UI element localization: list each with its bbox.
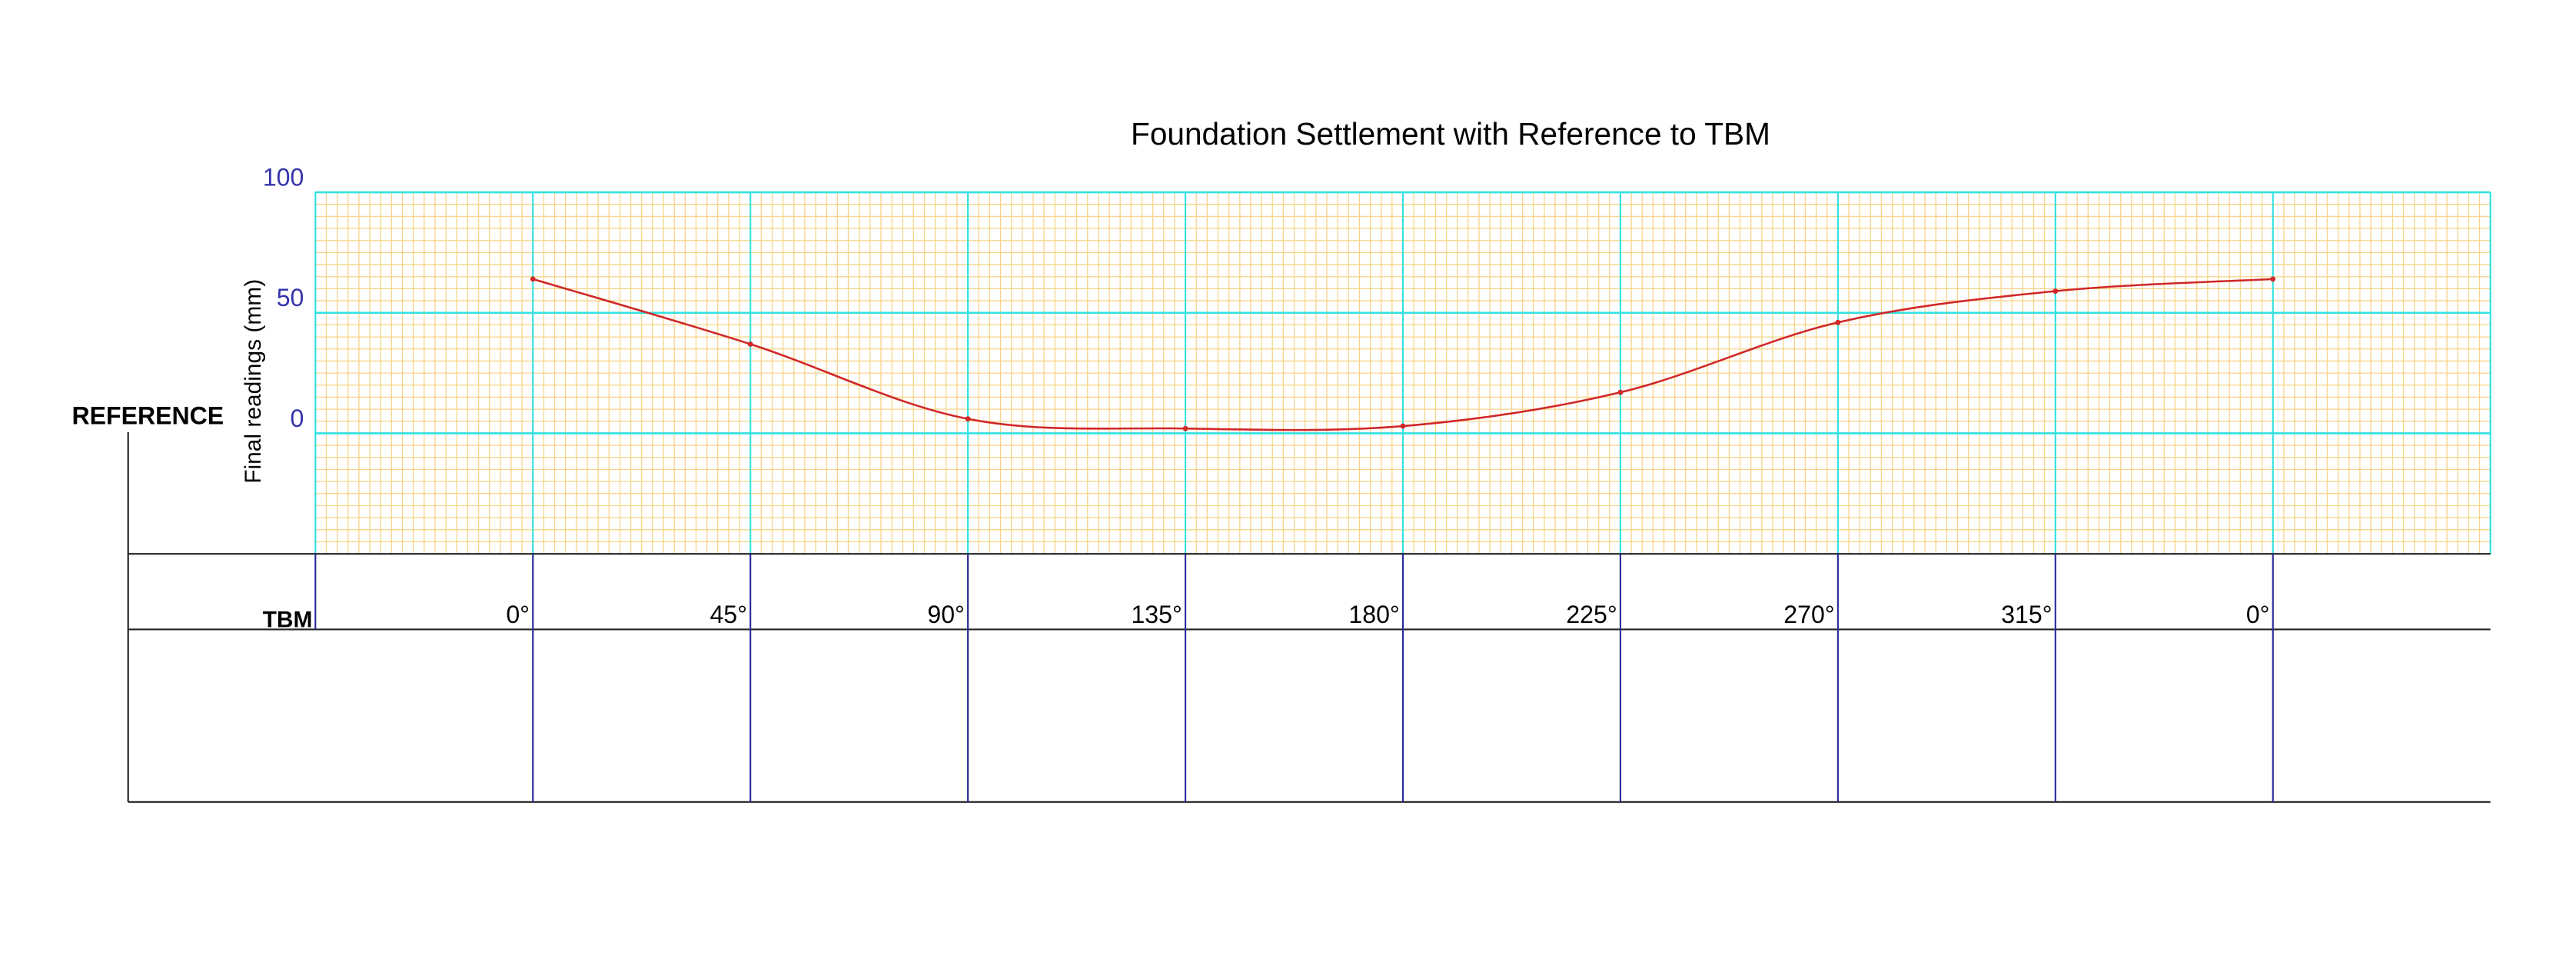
data-point xyxy=(965,416,971,422)
chart-root: Foundation Settlement with Reference to … xyxy=(72,116,2491,803)
x-tick-label: 90° xyxy=(927,601,964,628)
data-point xyxy=(2270,276,2276,282)
data-point xyxy=(747,341,753,347)
x-tick-label: 315° xyxy=(2001,601,2052,628)
x-tick-label: 225° xyxy=(1566,601,1617,628)
y-tick-label: 50 xyxy=(277,284,304,311)
data-point xyxy=(1400,423,1406,429)
y-tick-label: 0 xyxy=(291,405,304,432)
data-point xyxy=(1835,319,1841,325)
x-tick-label: 0° xyxy=(506,601,530,628)
x-tick-label: 270° xyxy=(1783,601,1834,628)
y-tick-label: 100 xyxy=(263,163,304,191)
data-point xyxy=(530,276,536,282)
x-tick-label: 45° xyxy=(710,601,746,628)
x-tick-label: 180° xyxy=(1348,601,1399,628)
chart-title: Foundation Settlement with Reference to … xyxy=(1131,116,1770,152)
y-axis-label: Final readings (mm) xyxy=(241,279,266,484)
x-tick-label: 135° xyxy=(1131,601,1182,628)
data-point xyxy=(1617,389,1624,395)
reference-label: REFERENCE xyxy=(72,401,224,429)
tbm-label: TBM xyxy=(263,608,313,633)
data-point xyxy=(2052,288,2059,294)
data-point xyxy=(1182,425,1188,431)
x-tick-label: 0° xyxy=(2246,601,2270,628)
